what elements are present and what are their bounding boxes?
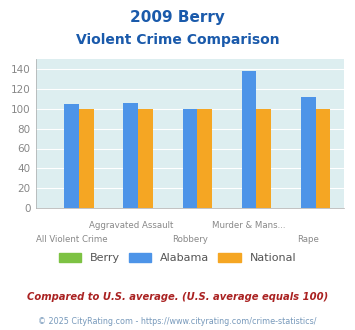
Bar: [124, 103, 138, 208]
Bar: [197, 109, 212, 208]
Bar: [256, 109, 271, 208]
Text: Violent Crime Comparison: Violent Crime Comparison: [76, 33, 279, 47]
Bar: [301, 97, 316, 208]
Text: Murder & Mans...: Murder & Mans...: [212, 221, 286, 230]
Text: Compared to U.S. average. (U.S. average equals 100): Compared to U.S. average. (U.S. average …: [27, 292, 328, 302]
Text: © 2025 CityRating.com - https://www.cityrating.com/crime-statistics/: © 2025 CityRating.com - https://www.city…: [38, 317, 317, 326]
Text: All Violent Crime: All Violent Crime: [36, 235, 108, 244]
Bar: [64, 104, 79, 208]
Bar: [79, 109, 94, 208]
Text: 2009 Berry: 2009 Berry: [130, 10, 225, 25]
Text: Robbery: Robbery: [172, 235, 208, 244]
Bar: [316, 109, 330, 208]
Text: Rape: Rape: [297, 235, 319, 244]
Bar: [182, 109, 197, 208]
Bar: [242, 71, 256, 208]
Legend: Berry, Alabama, National: Berry, Alabama, National: [55, 248, 300, 268]
Bar: [138, 109, 153, 208]
Text: Aggravated Assault: Aggravated Assault: [89, 221, 173, 230]
